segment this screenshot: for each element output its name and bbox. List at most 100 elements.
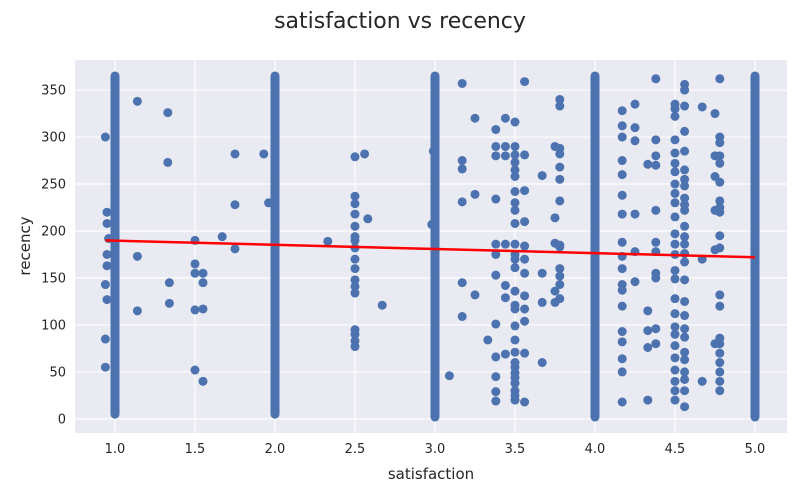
x-tick-label: 4.0 [585,442,606,457]
data-point [470,113,480,123]
data-point [630,277,640,287]
data-point [190,365,200,375]
data-point [670,135,680,145]
data-point [491,141,501,151]
data-point [670,158,680,168]
data-point [715,138,725,148]
data-point [491,319,501,329]
data-point [537,358,547,368]
data-point [715,177,725,187]
data-point [617,106,627,116]
data-point [680,347,690,357]
data-point [670,274,680,284]
data-point [520,217,530,227]
x-tick-label: 3.0 [425,442,446,457]
data-point [617,327,627,337]
data-point [102,207,112,217]
data-point [617,190,627,200]
data-point [500,113,510,123]
data-point [190,268,200,278]
data-point [510,218,520,228]
data-point [630,99,640,109]
data-point [617,285,627,295]
data-point [510,205,520,215]
data-point [617,354,627,364]
data-point [670,179,680,189]
data-point [617,156,627,166]
data-point [491,372,501,382]
data-point [510,157,520,167]
data-point [680,386,690,396]
x-tick-label: 2.5 [345,442,366,457]
data-point [510,304,520,314]
data-point [510,286,520,296]
data-point [520,291,530,301]
data-point [457,156,467,166]
data-point [715,290,725,300]
data-point [520,304,530,314]
data-point [500,280,510,290]
data-point [670,148,680,158]
data-point [680,311,690,321]
data-point [102,249,112,259]
data-point [680,181,690,191]
data-point [617,301,627,311]
data-point [651,339,661,349]
data-point [350,152,360,162]
data-point [510,165,520,175]
data-point [680,85,690,95]
data-point [350,254,360,264]
data-point [470,290,480,300]
data-point [500,239,510,249]
data-point [510,347,520,357]
data-point [651,324,661,334]
data-point [190,259,200,269]
data-point [500,293,510,303]
data-point [715,158,725,168]
data-point [500,141,510,151]
data-point [510,141,520,151]
data-point [350,235,360,245]
data-point [680,355,690,365]
data-point [555,174,565,184]
y-tick-label: 250 [41,178,66,193]
data-point [510,263,520,273]
data-point [651,273,661,283]
data-point [457,197,467,207]
y-tick-label: 100 [41,318,66,333]
data-point [164,278,174,288]
data-point [102,261,112,271]
data-point [198,304,208,314]
x-tick-label: 1.0 [105,442,126,457]
data-point [680,257,690,267]
data-point [715,348,725,358]
data-point [670,104,680,114]
data-point [520,316,530,326]
data-point [670,111,680,121]
data-point [491,270,501,280]
y-axis-ticks: 0 50 100 150 200 250 300 350 [41,84,66,428]
data-point [715,196,725,206]
data-point [427,219,437,229]
data-point [520,186,530,196]
data-point [555,94,565,104]
data-point [670,229,680,239]
data-point [457,164,467,174]
data-point [520,254,530,264]
data-point [520,77,530,87]
y-tick-label: 350 [41,84,66,99]
data-point [630,123,640,133]
data-point [651,205,661,215]
data-point [550,286,560,296]
x-tick-label: 5.0 [745,442,766,457]
data-point [510,172,520,182]
data-point [670,294,680,304]
data-point [102,295,112,305]
data-point [643,395,653,405]
data-point [643,326,653,336]
data-point [680,126,690,136]
data-point [555,162,565,172]
data-point [670,341,680,351]
data-point [670,376,680,386]
data-point [670,212,680,222]
